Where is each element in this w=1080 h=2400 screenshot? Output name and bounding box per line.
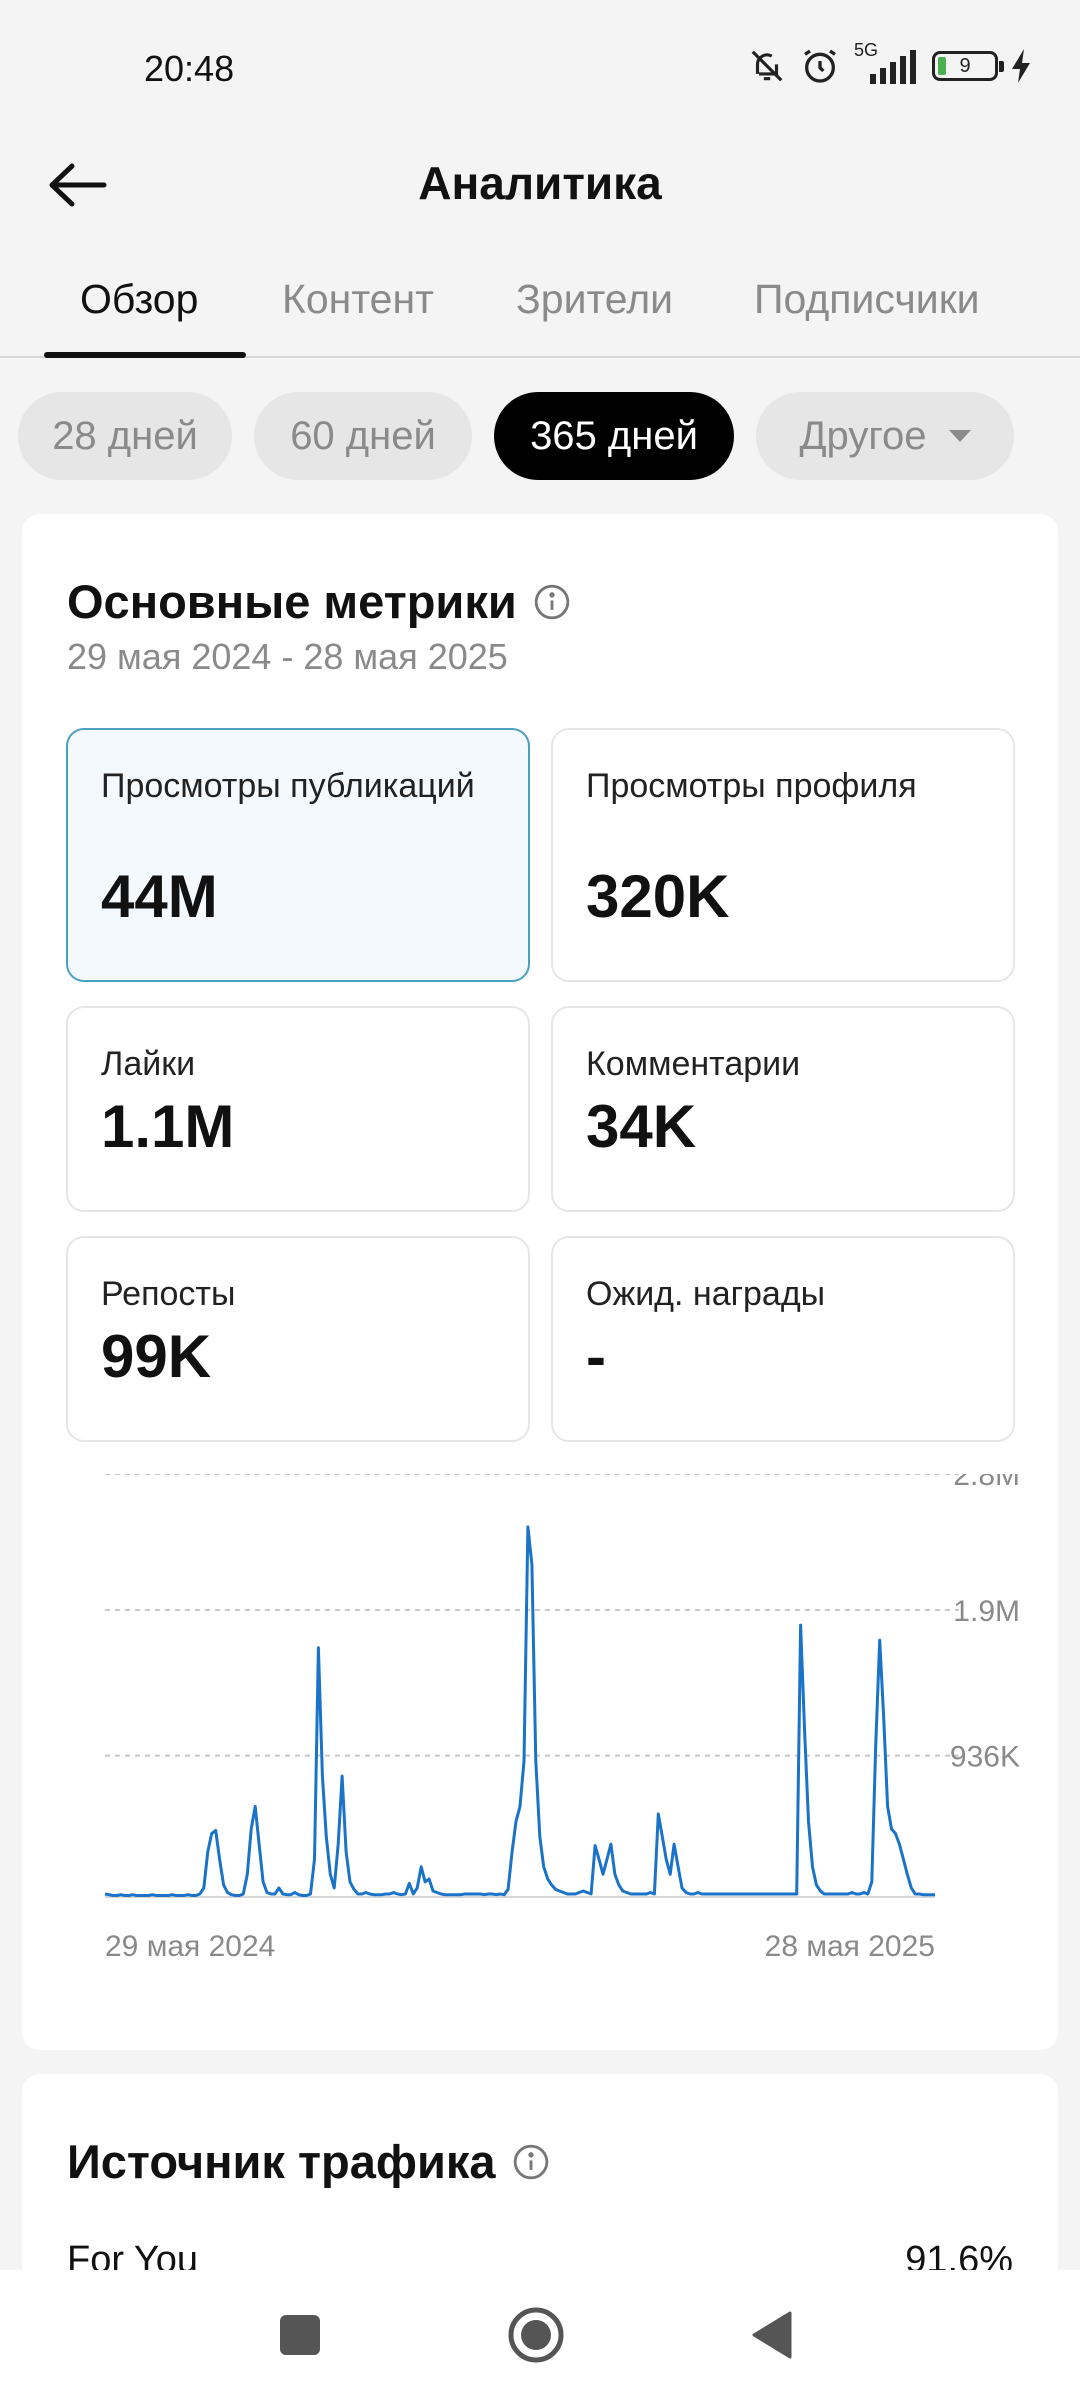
chip-label: 28 дней <box>52 413 198 458</box>
metric-value: - <box>586 1323 606 1390</box>
arrow-left-icon <box>49 163 107 207</box>
tab-followers[interactable]: Подписчики <box>754 276 980 322</box>
post-views-chart: 936K 1.9M 2.8M 29 мая 2024 28 мая 2025 <box>62 1459 1032 2004</box>
system-back-button[interactable] <box>712 2270 832 2400</box>
metric-label: Просмотры публикаций <box>101 767 475 805</box>
info-icon[interactable] <box>533 583 571 621</box>
info-icon[interactable] <box>512 2143 550 2181</box>
series-line[interactable] <box>104 1525 935 1897</box>
chip-other[interactable]: Другое <box>756 392 1014 480</box>
home-button[interactable] <box>476 2270 596 2400</box>
status-time: 20:48 <box>144 48 235 89</box>
metric-expected-rewards[interactable]: Ожид. награды - <box>551 1236 1015 1442</box>
alarm-icon <box>800 46 840 86</box>
date-range: 29 мая 2024 - 28 мая 2025 <box>67 636 508 677</box>
chip-365-days[interactable]: 365 дней <box>494 392 734 480</box>
tab-bar: Обзор Контент Зрители Подписчики <box>0 258 1080 358</box>
metric-comments[interactable]: Комментарии 34K <box>551 1006 1015 1212</box>
x-tick-label: 29 мая 2024 <box>105 1930 275 1963</box>
chip-60-days[interactable]: 60 дней <box>254 392 472 480</box>
metric-post-views[interactable]: Просмотры публикаций 44M <box>66 728 530 982</box>
metric-value: 34K <box>586 1093 697 1160</box>
section-title: Основные метрики <box>67 575 517 628</box>
metric-label: Репосты <box>101 1275 236 1313</box>
chip-label: 60 дней <box>290 413 436 458</box>
metric-reposts[interactable]: Репосты 99K <box>66 1236 530 1442</box>
metric-label: Просмотры профиля <box>586 767 917 805</box>
home-icon <box>508 2307 564 2363</box>
tab-content[interactable]: Контент <box>282 276 434 322</box>
metric-value: 44M <box>101 863 218 930</box>
back-button[interactable] <box>40 148 114 222</box>
network-type: 5G <box>854 40 879 60</box>
key-metrics-card: Основные метрики 29 мая 2024 - 28 мая 20… <box>22 514 1058 2050</box>
metric-profile-views[interactable]: Просмотры профиля 320K <box>551 728 1015 982</box>
metric-likes[interactable]: Лайки 1.1M <box>66 1006 530 1212</box>
metric-value: 1.1M <box>101 1093 235 1160</box>
battery-fill <box>938 57 946 75</box>
caret-down-icon <box>948 430 971 442</box>
line-chart: 936K 1.9M 2.8M 29 мая 2024 28 мая 2025 <box>104 1459 1020 1963</box>
metric-value: 320K <box>586 863 730 930</box>
period-chips: 28 дней 60 дней 365 дней Другое <box>0 392 1080 482</box>
traffic-source-title: Источник трафика <box>67 2134 550 2189</box>
metric-label: Комментарии <box>586 1045 801 1083</box>
y-tick-label: 2.8M <box>953 1474 1020 1492</box>
chip-28-days[interactable]: 28 дней <box>18 392 232 480</box>
recents-icon <box>280 2315 320 2355</box>
tab-viewers[interactable]: Зрители <box>516 276 674 322</box>
y-tick-label: 1.9M <box>953 1595 1020 1628</box>
status-bar: 20:48 5G 9 <box>0 0 1080 140</box>
y-tick-label: 936K <box>950 1741 1020 1774</box>
tab-active-indicator <box>44 352 246 358</box>
signal-icon: 5G <box>854 40 918 86</box>
key-metrics-title: Основные метрики <box>67 574 571 629</box>
x-tick-label: 28 мая 2025 <box>765 1930 935 1963</box>
battery-icon: 9 <box>932 51 1004 81</box>
charging-icon <box>1012 49 1032 83</box>
status-icons: 5G 9 <box>748 40 1032 88</box>
app-header: Аналитика <box>0 130 1080 240</box>
metric-label: Лайки <box>101 1045 196 1083</box>
chip-label: Другое <box>799 413 927 458</box>
section-title: Источник трафика <box>67 2135 496 2188</box>
system-nav-bar <box>0 2270 1080 2400</box>
bell-muted-icon <box>748 47 786 85</box>
page-title: Аналитика <box>418 157 662 209</box>
recents-button[interactable] <box>240 2270 360 2400</box>
chip-label: 365 дней <box>530 413 698 458</box>
back-icon <box>752 2311 792 2359</box>
metric-value: 99K <box>101 1323 212 1390</box>
tab-overview[interactable]: Обзор <box>80 276 199 322</box>
metric-label: Ожид. награды <box>586 1275 826 1313</box>
battery-level: 9 <box>959 55 971 77</box>
